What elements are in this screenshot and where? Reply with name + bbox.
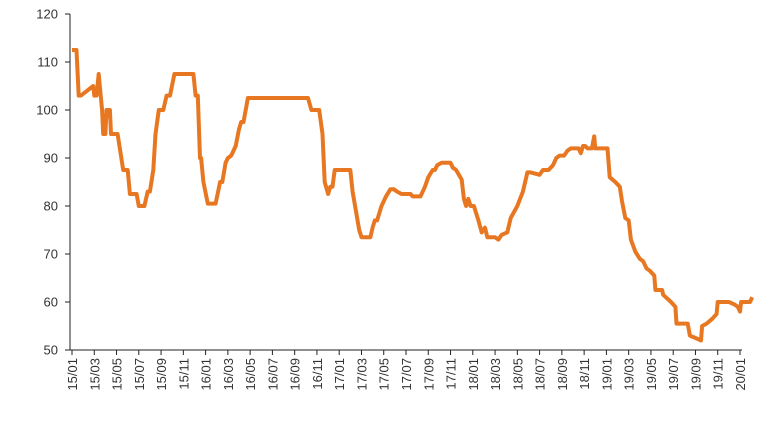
x-tick-label: 17/01	[332, 358, 347, 391]
x-tick-label: 18/05	[510, 358, 525, 391]
series-layer	[72, 48, 755, 343]
y-tick-label: 60	[44, 295, 58, 310]
x-tick-label: 18/11	[577, 358, 592, 390]
x-tick-label: 16/03	[221, 358, 236, 391]
x-tick-label: 19/09	[688, 358, 703, 391]
x-tick-label: 16/01	[199, 358, 214, 391]
y-tick-label: 100	[36, 103, 58, 118]
x-tick-label: 15/07	[132, 358, 147, 391]
x-tick-label: 15/03	[87, 358, 102, 391]
x-tick-label: 17/05	[377, 358, 392, 391]
x-tick-label: 16/05	[243, 358, 258, 391]
x-tick-label: 15/01	[65, 358, 80, 391]
x-tick-label: 15/11	[176, 358, 191, 390]
x-axis-ticks: 15/01 15/03 15/05 15/07 15/09 15/11 16/01 16/03…	[65, 350, 748, 391]
x-tick-label: 19/01	[599, 358, 614, 391]
x-tick-label: 19/03	[622, 358, 637, 391]
x-tick-label: 18/01	[466, 358, 481, 391]
x-tick-label: 19/07	[666, 358, 681, 391]
x-tick-label: 17/11	[444, 358, 459, 390]
x-tick-label: 16/09	[288, 358, 303, 391]
x-tick-label: 15/05	[110, 358, 125, 391]
x-tick-label: 19/11	[711, 358, 726, 390]
x-tick-label: 18/07	[533, 358, 548, 391]
x-tick-label: 16/11	[310, 358, 325, 390]
x-tick-label: 17/07	[399, 358, 414, 391]
x-tick-label: 17/09	[421, 358, 436, 391]
y-axis-ticks: 50 60 70 80 90 100 110 120	[36, 7, 70, 358]
series-line-0	[72, 48, 755, 343]
y-tick-label: 70	[44, 247, 58, 262]
x-tick-label: 16/07	[265, 358, 280, 391]
x-tick-label: 17/03	[354, 358, 369, 391]
x-tick-label: 18/03	[488, 358, 503, 391]
x-tick-label: 19/05	[644, 358, 659, 391]
x-tick-label: 20/01	[733, 358, 748, 391]
y-tick-label: 110	[37, 55, 58, 70]
y-tick-label: 90	[44, 151, 58, 166]
x-tick-label: 15/09	[154, 358, 169, 391]
x-tick-label: 18/09	[555, 358, 570, 391]
y-tick-label: 120	[36, 7, 58, 22]
y-tick-label: 50	[44, 343, 58, 358]
y-tick-label: 80	[44, 199, 58, 214]
